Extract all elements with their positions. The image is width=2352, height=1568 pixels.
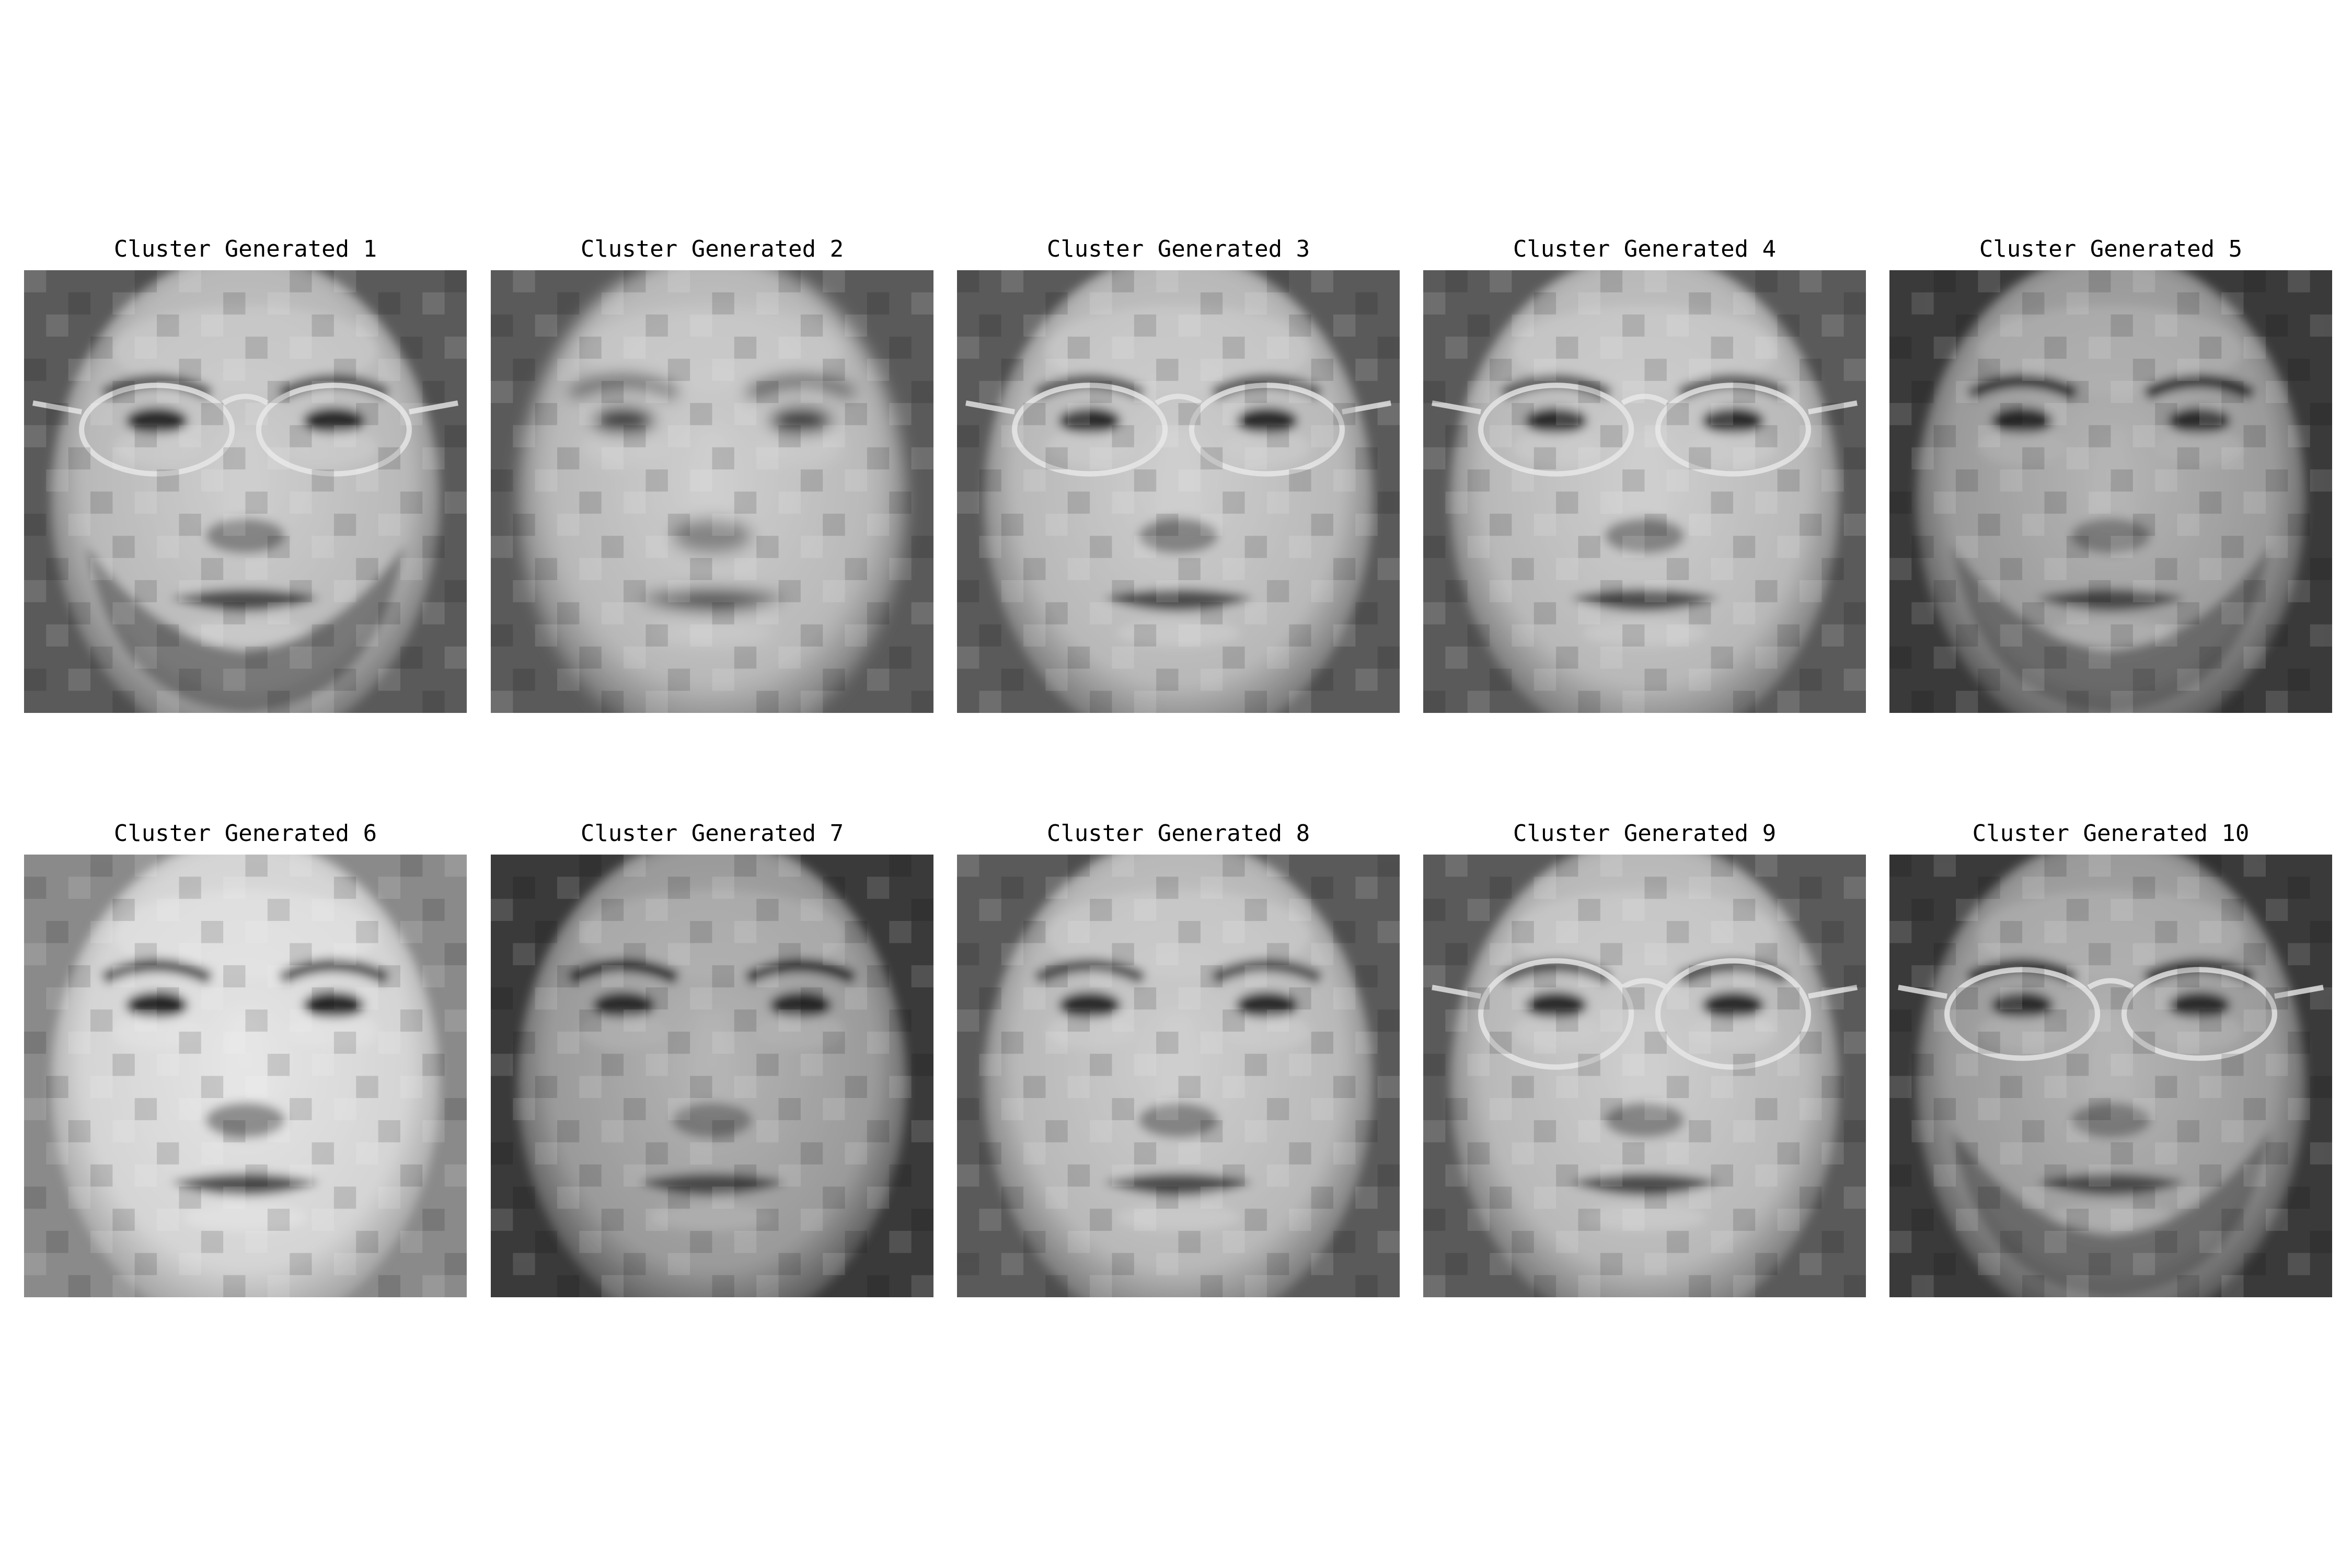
panel-title: Cluster Generated 10 xyxy=(1972,820,2250,847)
face-image xyxy=(1423,855,1866,1297)
face-image xyxy=(1423,270,1866,713)
face-image xyxy=(24,855,467,1297)
panel-title: Cluster Generated 9 xyxy=(1513,820,1777,847)
face-image xyxy=(957,270,1400,713)
face-image xyxy=(1889,855,2332,1297)
face-image xyxy=(491,855,933,1297)
panel-title: Cluster Generated 4 xyxy=(1513,236,1777,262)
face-image xyxy=(1889,270,2332,713)
panel-title: Cluster Generated 5 xyxy=(1979,236,2243,262)
panel-title: Cluster Generated 8 xyxy=(1046,820,1310,847)
panel-title: Cluster Generated 1 xyxy=(113,236,377,262)
panel-title: Cluster Generated 3 xyxy=(1046,236,1310,262)
face-image xyxy=(957,855,1400,1297)
panel-title: Cluster Generated 6 xyxy=(113,820,377,847)
face-image xyxy=(24,270,467,713)
panel-title: Cluster Generated 2 xyxy=(580,236,844,262)
face-image xyxy=(491,270,933,713)
panel-title: Cluster Generated 7 xyxy=(580,820,844,847)
